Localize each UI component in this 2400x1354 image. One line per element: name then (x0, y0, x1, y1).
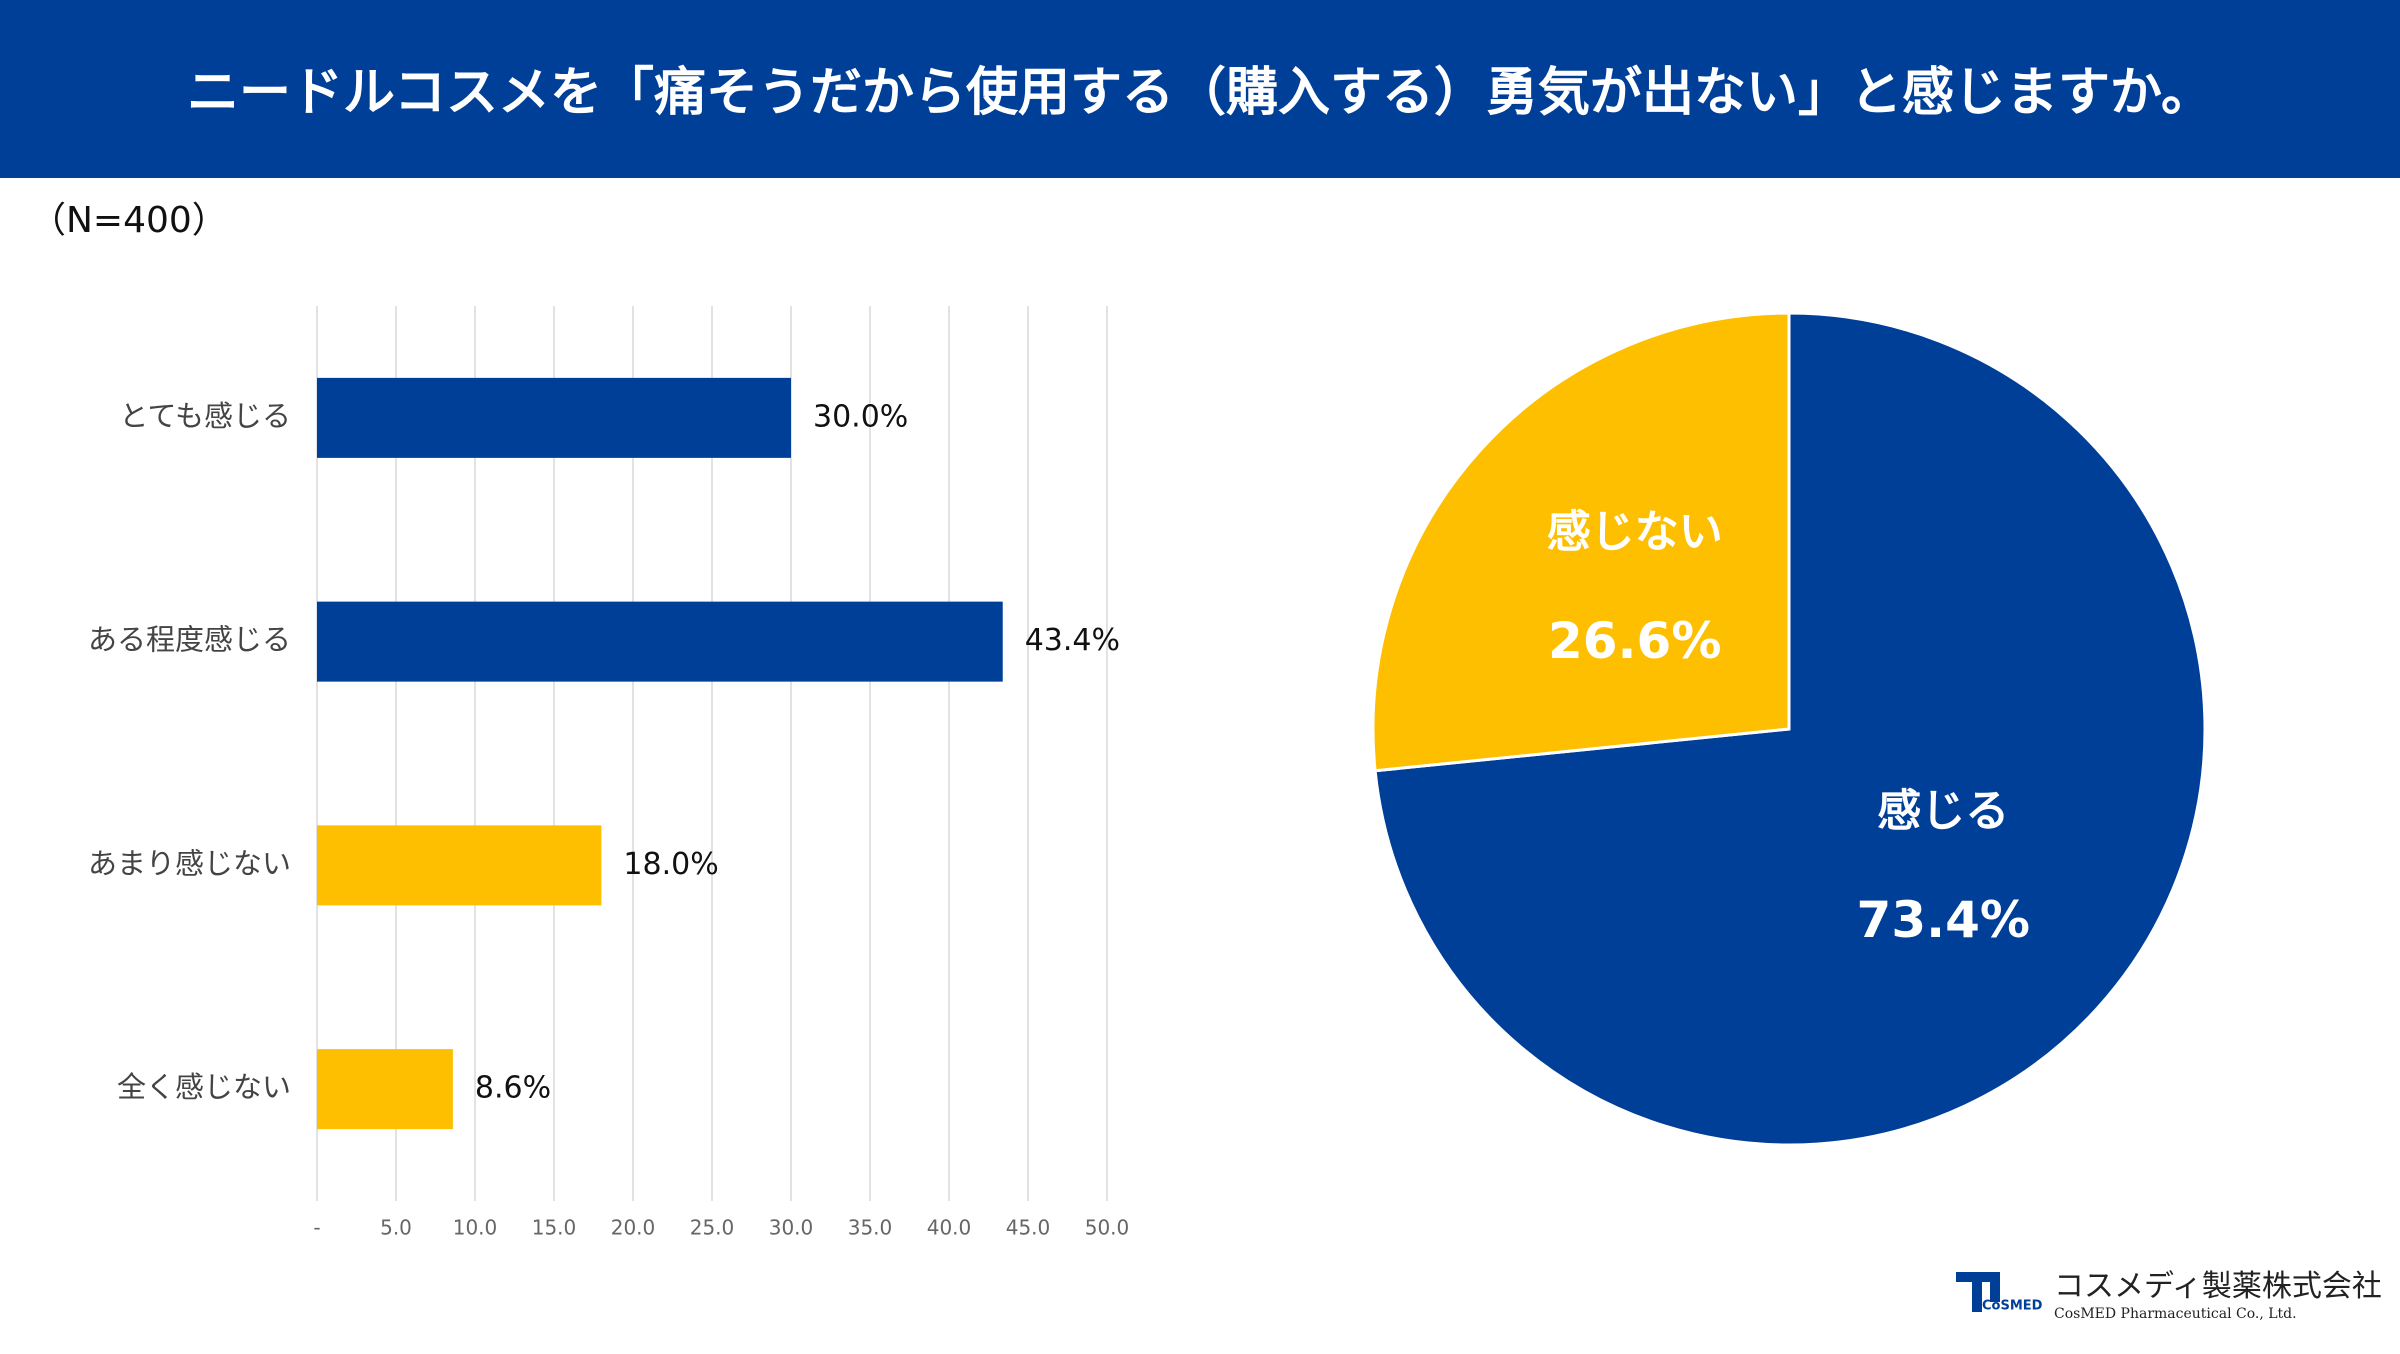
bar (317, 601, 1003, 682)
logo-mark: CoSMED (1982, 1299, 2043, 1314)
header-band (0, 0, 2400, 178)
x-tick-label: 30.0 (769, 1216, 814, 1240)
category-label: とても感じる (119, 399, 291, 433)
x-tick-label: 35.0 (848, 1216, 893, 1240)
slice-label: 感じる (1877, 786, 2009, 837)
pie-slice (1371, 311, 1791, 773)
x-tick-label: 5.0 (380, 1216, 412, 1240)
slice-value: 73.4% (1857, 891, 2030, 949)
logo-icon (1972, 1272, 1982, 1312)
value-label: 18.0% (623, 847, 718, 882)
x-tick-label: 10.0 (453, 1216, 498, 1240)
category-label: ある程度感じる (88, 623, 291, 657)
value-label: 8.6% (475, 1071, 551, 1106)
logo-name: コスメディ製薬株式会社 (2054, 1269, 2382, 1304)
x-tick-label: 45.0 (1006, 1216, 1051, 1240)
category-label: 全く感じない (117, 1070, 291, 1104)
x-tick-label: 20.0 (611, 1216, 656, 1240)
logo-icon (1990, 1272, 2000, 1302)
logo-name-en: CosMED Pharmaceutical Co., Ltd. (2054, 1306, 2297, 1322)
slice-value: 26.6% (1548, 612, 1721, 670)
category-label: あまり感じない (88, 846, 291, 880)
x-tick-label: 25.0 (690, 1216, 735, 1240)
bar (317, 1049, 453, 1130)
x-tick-label: 15.0 (532, 1216, 577, 1240)
x-tick-label: 40.0 (927, 1216, 972, 1240)
x-tick-label: 50.0 (1085, 1216, 1130, 1240)
sample-note: （N=400） (30, 200, 228, 241)
value-label: 43.4% (1025, 623, 1120, 658)
logo: CoSMED コスメディ製薬株式会社 CosMED Pharmaceutical… (1956, 1269, 2382, 1322)
title: ニードルコスメを「痛そうだから使用する（購入する）勇気が出ない」と感じますか。 (187, 63, 2213, 123)
bar (317, 825, 602, 906)
slice-label: 感じない (1547, 506, 1723, 557)
bar (317, 377, 791, 458)
value-label: 30.0% (813, 399, 908, 434)
x-tick-label: - (313, 1216, 320, 1240)
